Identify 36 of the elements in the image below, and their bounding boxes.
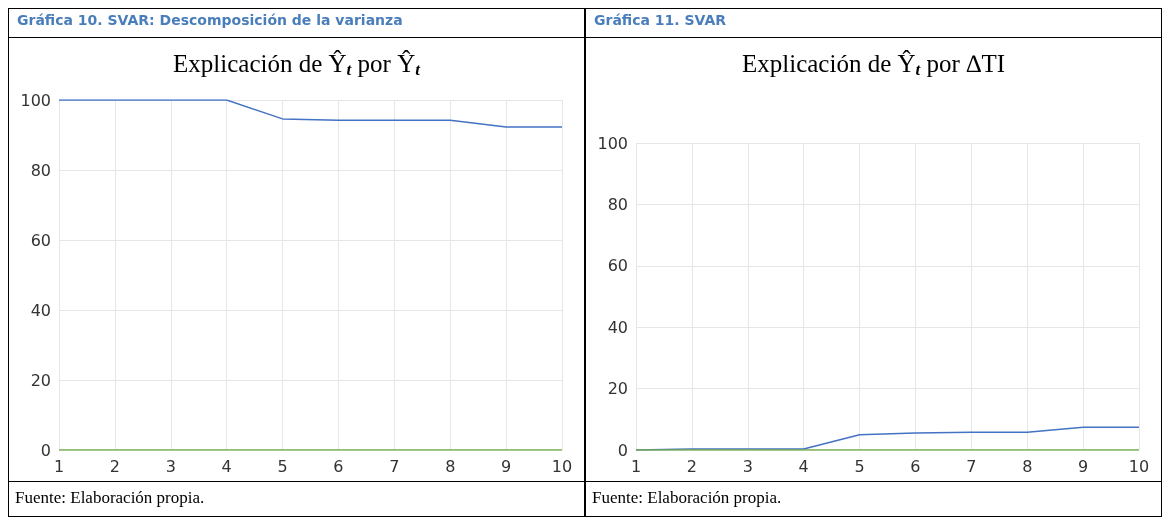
x-tick-label: 10 <box>1128 456 1150 476</box>
x-tick-label: 9 <box>1078 456 1089 476</box>
y-tick-label: 20 <box>607 379 628 399</box>
y-tick-label: 40 <box>607 317 628 337</box>
y-tick-label: 80 <box>30 160 51 180</box>
chart-title: Gráfica 10. SVAR: Descomposición de la varianza <box>8 8 585 38</box>
x-tick-label: 8 <box>445 456 456 476</box>
chart-title: Gráfica 11. SVAR <box>585 8 1162 38</box>
y-tick-label: 20 <box>30 370 51 390</box>
x-tick-label: 7 <box>389 456 400 476</box>
x-tick-label: 1 <box>630 456 642 476</box>
x-tick-label: 8 <box>1022 456 1033 476</box>
x-tick-label: 5 <box>277 456 288 476</box>
source-note: Fuente: Elaboración propia. <box>15 488 205 507</box>
x-tick-label: 6 <box>333 456 344 476</box>
y-tick-label: 60 <box>607 256 628 276</box>
y-tick-label: 60 <box>30 230 51 250</box>
y-tick-label: 100 <box>20 90 51 110</box>
x-tick-label: 3 <box>165 456 176 476</box>
x-tick-label: 1 <box>53 456 65 476</box>
x-tick-label: 9 <box>501 456 512 476</box>
x-tick-label: 6 <box>910 456 921 476</box>
x-tick-label: 2 <box>109 456 120 476</box>
y-tick-label: 80 <box>607 194 628 214</box>
x-tick-label: 5 <box>854 456 865 476</box>
x-tick-label: 4 <box>221 456 232 476</box>
x-tick-label: 2 <box>686 456 697 476</box>
source-note: Fuente: Elaboración propia. <box>592 488 782 507</box>
x-tick-label: 4 <box>798 456 809 476</box>
y-tick-label: 40 <box>30 300 51 320</box>
x-tick-label: 10 <box>551 456 573 476</box>
x-tick-label: 7 <box>966 456 977 476</box>
y-tick-label: 0 <box>617 440 628 460</box>
x-tick-label: 3 <box>742 456 753 476</box>
y-tick-label: 0 <box>40 440 51 460</box>
y-tick-label: 100 <box>597 133 628 153</box>
